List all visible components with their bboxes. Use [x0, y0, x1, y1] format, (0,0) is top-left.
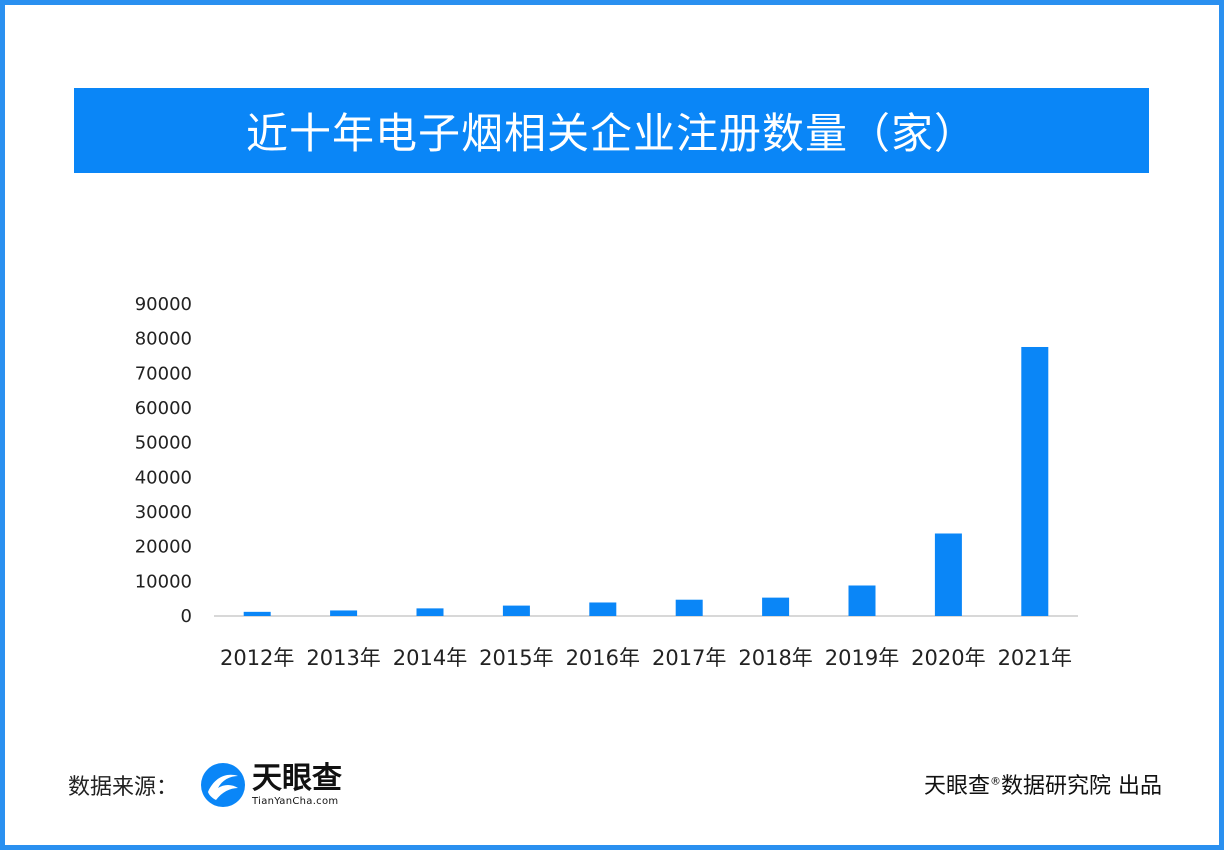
- x-tick-label: 2012年: [220, 646, 294, 670]
- y-tick-label: 70000: [135, 363, 192, 384]
- x-tick-label: 2017年: [652, 646, 726, 670]
- title-banner: 近十年电子烟相关企业注册数量（家）: [74, 88, 1149, 173]
- registered-mark: ®: [990, 774, 1001, 788]
- x-tick-label: 2015年: [479, 646, 553, 670]
- y-tick-label: 40000: [135, 467, 192, 488]
- credit-brand: 天眼查: [923, 774, 990, 799]
- x-tick-label: 2013年: [306, 646, 380, 670]
- x-tick-label: 2019年: [825, 646, 899, 670]
- bar: [502, 605, 530, 616]
- footer-credit: 天眼查®数据研究院 出品: [924, 768, 1162, 800]
- y-tick-label: 50000: [135, 433, 192, 454]
- bar: [934, 533, 962, 616]
- bar: [589, 602, 617, 616]
- bar-series: [243, 346, 1049, 616]
- x-tick-label: 2018年: [738, 646, 812, 670]
- y-tick-label: 30000: [135, 502, 192, 523]
- y-tick-label: 90000: [135, 294, 192, 315]
- logo-name: 天眼查: [252, 760, 343, 796]
- logo-domain: TianYanCha.com: [252, 795, 339, 807]
- y-tick-label: 0: [181, 606, 192, 627]
- x-tick-label: 2020年: [911, 646, 985, 670]
- credit-text: 数据研究院 出品: [1001, 774, 1162, 799]
- y-axis: 0 10000 20000 30000 40000 50000 60000 70000 8000…: [135, 294, 192, 627]
- x-axis: 2012年 2013年 2014年 2015年 2016年 2017年 2018年 2019年…: [220, 646, 1072, 670]
- logo-wave-icon: [201, 763, 246, 807]
- bar: [416, 608, 444, 616]
- y-tick-label: 60000: [135, 398, 192, 419]
- bar: [330, 610, 358, 616]
- y-tick-label: 80000: [135, 329, 192, 350]
- bar: [848, 585, 876, 616]
- bar: [1021, 346, 1049, 616]
- tianyancha-logo: 天眼查 TianYanCha.com: [200, 762, 342, 808]
- data-source: 数据来源： 天眼查 TianYanCha.com: [68, 762, 342, 808]
- x-tick-label: 2014年: [393, 646, 467, 670]
- x-tick-label: 2016年: [566, 646, 640, 670]
- x-tick-label: 2021年: [998, 646, 1072, 670]
- bar: [762, 597, 790, 616]
- bar: [675, 599, 703, 616]
- chart-title: 近十年电子烟相关企业注册数量（家）: [245, 109, 977, 158]
- source-label: 数据来源：: [68, 775, 179, 800]
- bar: [243, 611, 271, 616]
- y-tick-label: 10000: [135, 571, 192, 592]
- y-tick-label: 20000: [135, 537, 192, 558]
